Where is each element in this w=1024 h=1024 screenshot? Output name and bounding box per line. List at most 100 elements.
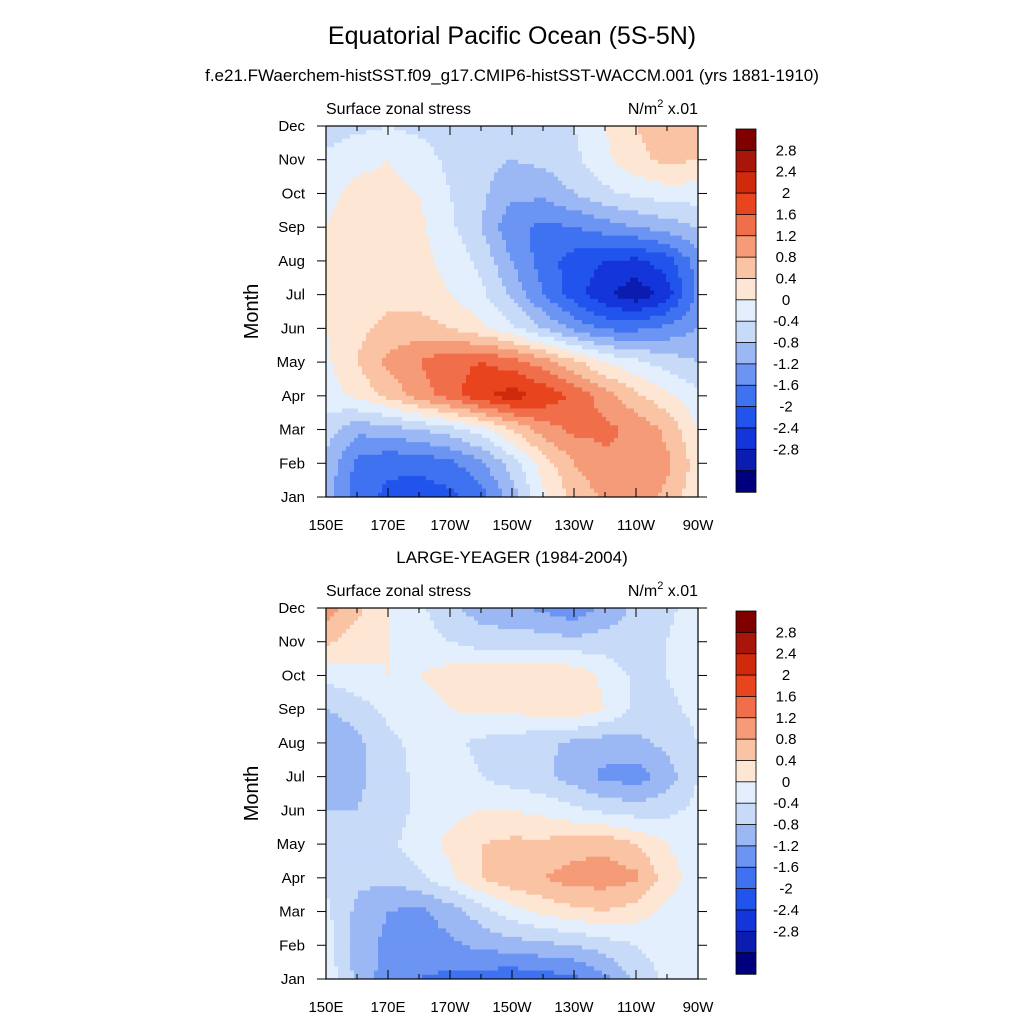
field-cell xyxy=(338,151,343,157)
field-cell xyxy=(614,281,619,287)
field-cell xyxy=(382,168,387,173)
field-cell xyxy=(510,303,515,308)
field-cell xyxy=(542,286,547,291)
field-cell xyxy=(470,298,475,304)
field-cell xyxy=(446,176,451,182)
field-cell xyxy=(470,168,475,173)
field-cell xyxy=(490,206,495,211)
field-cell xyxy=(482,206,487,211)
field-cell xyxy=(550,281,555,287)
field-cell xyxy=(474,197,479,203)
field-cell xyxy=(606,298,611,304)
field-cell xyxy=(426,126,431,131)
field-cell xyxy=(554,227,559,232)
field-cell xyxy=(486,260,491,266)
field-cell xyxy=(502,277,507,283)
field-cell xyxy=(458,235,463,241)
field-cell xyxy=(374,265,379,270)
field-cell xyxy=(598,315,603,321)
field-cell xyxy=(606,332,611,338)
field-cell xyxy=(530,303,535,308)
field-cell xyxy=(558,277,563,283)
field-cell xyxy=(694,151,699,157)
field-cell xyxy=(458,269,463,275)
field-cell xyxy=(674,256,679,262)
field-cell xyxy=(482,269,487,275)
field-cell xyxy=(462,159,467,165)
field-cell xyxy=(458,256,463,262)
field-cell xyxy=(690,273,695,279)
field-cell xyxy=(558,222,563,228)
field-cell xyxy=(446,147,451,152)
field-cell xyxy=(354,130,359,135)
field-cell xyxy=(630,290,635,296)
field-cell xyxy=(546,336,551,342)
field-cell xyxy=(678,252,683,258)
field-cell xyxy=(446,210,451,216)
field-cell xyxy=(446,311,451,317)
field-cell xyxy=(370,189,375,194)
field-cell xyxy=(334,151,339,157)
field-cell xyxy=(498,324,503,329)
field-cell xyxy=(522,193,527,199)
field-cell xyxy=(522,214,527,220)
field-cell xyxy=(470,239,475,245)
field-cell xyxy=(370,336,375,342)
field-cell xyxy=(578,189,583,194)
field-cell xyxy=(490,210,495,216)
field-cell xyxy=(554,147,559,152)
field-cell xyxy=(506,168,511,173)
field-cell xyxy=(666,277,671,283)
field-cell xyxy=(594,341,599,346)
field-cell xyxy=(550,130,555,135)
field-cell xyxy=(442,256,447,262)
field-cell xyxy=(386,180,391,186)
field-cell xyxy=(406,290,411,296)
field-cell xyxy=(450,210,455,216)
field-cell xyxy=(682,138,687,144)
field-cell xyxy=(498,319,503,325)
field-cell xyxy=(514,168,519,173)
field-cell xyxy=(674,130,679,135)
field-cell xyxy=(390,168,395,173)
field-cell xyxy=(406,180,411,186)
field-cell xyxy=(522,206,527,211)
field-cell xyxy=(662,324,667,329)
field-cell xyxy=(410,138,415,144)
field-cell xyxy=(522,197,527,203)
field-cell xyxy=(558,185,563,190)
field-cell xyxy=(654,130,659,135)
field-cell xyxy=(682,180,687,186)
field-cell xyxy=(474,176,479,182)
field-cell xyxy=(594,134,599,140)
field-cell xyxy=(378,134,383,140)
field-cell xyxy=(410,147,415,152)
field-cell xyxy=(450,269,455,275)
field-cell xyxy=(442,332,447,338)
field-cell xyxy=(570,286,575,291)
field-cell xyxy=(570,227,575,232)
field-cell xyxy=(470,126,475,131)
field-cell xyxy=(390,269,395,275)
field-cell xyxy=(506,328,511,334)
field-cell xyxy=(626,239,631,245)
field-cell xyxy=(602,315,607,321)
field-cell xyxy=(510,138,515,144)
field-cell xyxy=(562,349,567,355)
field-cell xyxy=(550,151,555,157)
field-cell xyxy=(694,260,699,266)
field-cell xyxy=(418,201,423,207)
field-cell xyxy=(546,138,551,144)
field-cell xyxy=(578,193,583,199)
field-cell xyxy=(574,315,579,321)
field-cell xyxy=(366,227,371,232)
field-cell xyxy=(474,206,479,211)
field-cell xyxy=(678,214,683,220)
field-cell xyxy=(330,336,335,342)
field-cell xyxy=(510,180,515,186)
field-cell xyxy=(674,319,679,325)
field-cell xyxy=(502,315,507,321)
field-cell xyxy=(586,303,591,308)
field-cell xyxy=(334,227,339,232)
field-cell xyxy=(654,134,659,140)
